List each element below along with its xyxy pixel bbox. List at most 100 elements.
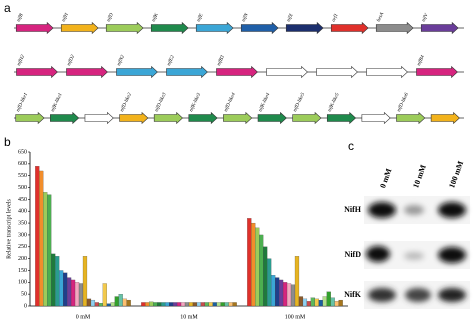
gene-label: nifE2 bbox=[167, 54, 176, 66]
bar bbox=[326, 291, 331, 307]
blot-row-label: NifH bbox=[344, 205, 362, 214]
bar bbox=[90, 299, 96, 307]
gene-label: nifK-like5 bbox=[328, 92, 341, 113]
bar bbox=[161, 302, 166, 307]
gene-label: nifB bbox=[17, 13, 25, 23]
gene-arrow bbox=[375, 21, 414, 35]
x-tick-label: 0 mM bbox=[76, 314, 91, 320]
bar bbox=[298, 296, 304, 307]
bar bbox=[228, 302, 233, 307]
y-tick-label: 100 bbox=[18, 280, 27, 286]
bar bbox=[282, 282, 288, 307]
gene-label: nifK-like3 bbox=[189, 92, 202, 113]
blot-column-label: 100 mM bbox=[447, 159, 465, 189]
bar bbox=[259, 234, 264, 307]
gene-label: nifK-like4 bbox=[258, 92, 271, 113]
gene-arrow bbox=[166, 65, 208, 79]
y-tick-label: 150 bbox=[18, 268, 27, 274]
bar bbox=[275, 277, 280, 307]
y-tick-label: 50 bbox=[21, 292, 27, 298]
bar bbox=[196, 302, 202, 307]
bar bbox=[251, 222, 256, 307]
bar bbox=[310, 297, 315, 307]
bar bbox=[82, 256, 88, 307]
gene-label: nifH2 bbox=[17, 54, 27, 67]
bar bbox=[314, 298, 319, 307]
bar bbox=[59, 270, 64, 307]
gene-label: orf1 bbox=[332, 13, 340, 23]
gene-label: nifN bbox=[242, 12, 250, 23]
gene-label: nifN2 bbox=[117, 54, 126, 67]
bar bbox=[94, 302, 100, 307]
gene-arrow bbox=[285, 21, 324, 35]
gene-label: nifD2 bbox=[67, 54, 77, 67]
bar bbox=[232, 302, 237, 307]
panel-letter: c bbox=[348, 139, 354, 153]
blot-row-label: NifD bbox=[345, 250, 362, 259]
y-tick-label: 650 bbox=[18, 149, 27, 155]
bar bbox=[86, 298, 92, 307]
bar bbox=[216, 302, 221, 307]
bar bbox=[98, 303, 103, 307]
gene-label: nifH bbox=[62, 12, 70, 23]
bar bbox=[173, 302, 178, 307]
bar bbox=[334, 301, 339, 307]
bar bbox=[126, 299, 131, 307]
bar bbox=[263, 246, 268, 307]
bar bbox=[255, 227, 260, 307]
gene-arrow bbox=[430, 111, 460, 125]
bar bbox=[35, 166, 40, 307]
gene-arrow bbox=[195, 21, 234, 35]
bar bbox=[247, 218, 252, 307]
gene-arrow bbox=[292, 111, 322, 125]
blot-strips bbox=[364, 196, 470, 309]
bar bbox=[149, 301, 154, 307]
y-tick-label: 200 bbox=[18, 256, 27, 262]
y-tick-label: 0 bbox=[24, 303, 27, 309]
bar bbox=[330, 297, 335, 307]
bar bbox=[220, 302, 225, 307]
bar bbox=[118, 294, 123, 307]
gene-label: nifE bbox=[197, 13, 205, 23]
gene-arrow bbox=[50, 111, 80, 125]
bar bbox=[302, 298, 308, 307]
gene-label: nifB3 bbox=[217, 54, 226, 66]
y-tick-label: 250 bbox=[18, 244, 27, 250]
gene-arrow bbox=[396, 111, 426, 125]
bar bbox=[290, 284, 296, 307]
blot-column-label: 10 mM bbox=[411, 163, 428, 189]
bar bbox=[66, 277, 72, 307]
bar bbox=[165, 302, 170, 307]
bar bbox=[153, 302, 158, 307]
bar bbox=[176, 302, 182, 307]
gene-arrow bbox=[361, 111, 391, 125]
bar bbox=[110, 302, 115, 307]
bar bbox=[306, 301, 311, 307]
gene-arrow bbox=[15, 21, 54, 35]
x-tick-label: 10 mM bbox=[180, 314, 198, 320]
bar bbox=[286, 283, 292, 307]
gene-arrow bbox=[119, 111, 149, 125]
bar bbox=[318, 299, 323, 307]
gene-arrow bbox=[366, 65, 408, 79]
y-tick-label: 600 bbox=[18, 161, 27, 167]
bar bbox=[192, 302, 198, 307]
gene-arrow bbox=[416, 65, 458, 79]
gene-label: nifD-like5 bbox=[293, 92, 306, 113]
blot-column-label: 0 mM bbox=[378, 167, 394, 190]
gene-arrow bbox=[105, 21, 144, 35]
gene-label: nifD-like1 bbox=[16, 92, 29, 112]
gene-arrow bbox=[188, 111, 218, 125]
gene-label: nifD bbox=[107, 12, 115, 23]
gene-label: nifK-like1 bbox=[51, 93, 64, 113]
gene-label: nifD-like6 bbox=[397, 92, 410, 113]
bar bbox=[145, 302, 150, 307]
gene-arrow bbox=[153, 111, 184, 125]
gene-arrow bbox=[84, 111, 114, 125]
bar bbox=[106, 303, 111, 307]
panel-letter: b bbox=[4, 135, 11, 149]
bar bbox=[39, 170, 44, 307]
gene-arrow bbox=[116, 65, 158, 79]
bar bbox=[55, 256, 60, 307]
